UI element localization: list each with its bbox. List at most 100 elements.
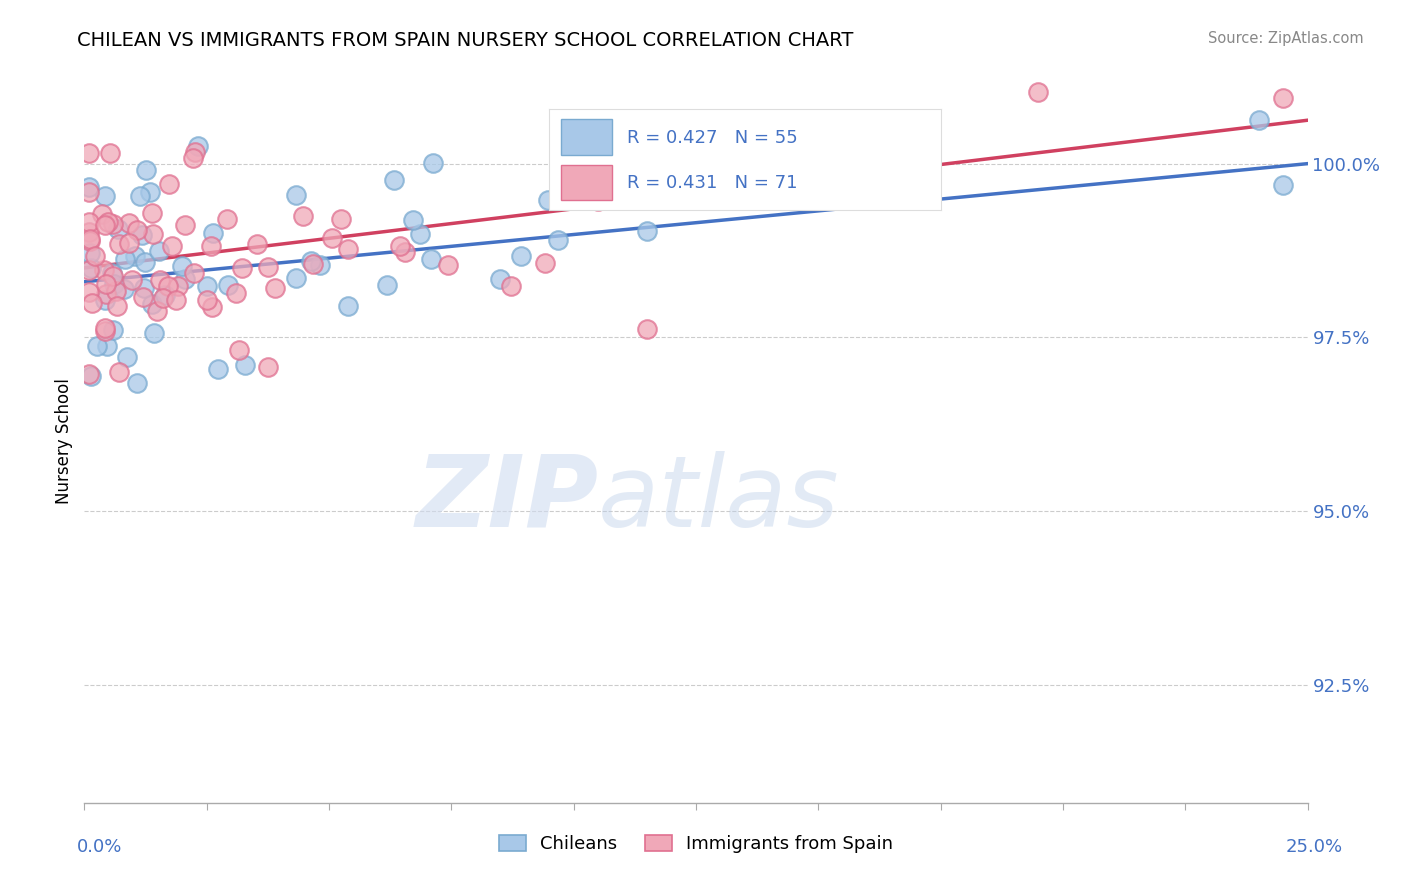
Point <box>284 271 307 285</box>
Point <box>142 227 165 242</box>
Point <box>121 272 143 286</box>
Point <box>181 151 204 165</box>
Point <box>170 260 193 274</box>
Point <box>1198 40 1220 54</box>
Point <box>831 188 853 202</box>
Point <box>389 239 412 253</box>
Point <box>636 322 658 336</box>
Point <box>174 219 197 233</box>
Point <box>233 358 256 372</box>
Point <box>228 343 250 358</box>
Point <box>183 266 205 280</box>
Text: atlas: atlas <box>598 450 839 548</box>
Point <box>127 376 149 390</box>
Point <box>146 303 169 318</box>
Text: Source: ZipAtlas.com: Source: ZipAtlas.com <box>1208 31 1364 46</box>
Point <box>200 238 222 252</box>
Point <box>101 323 124 337</box>
Point <box>148 244 170 259</box>
Point <box>94 320 117 334</box>
Point <box>309 258 332 272</box>
Point <box>77 285 100 299</box>
Point <box>141 297 163 311</box>
Point <box>77 179 100 194</box>
Point <box>77 368 100 382</box>
Point <box>195 278 218 293</box>
Y-axis label: Nursery School: Nursery School <box>55 378 73 505</box>
Point <box>499 278 522 293</box>
Point <box>375 278 398 293</box>
Point <box>509 249 531 263</box>
Point <box>77 215 100 229</box>
Point <box>285 188 308 202</box>
Point <box>96 339 118 353</box>
Point <box>299 253 322 268</box>
Point <box>80 369 103 384</box>
Point <box>202 226 225 240</box>
Point <box>149 273 172 287</box>
Point <box>264 280 287 294</box>
Point <box>118 216 141 230</box>
Point <box>143 326 166 341</box>
Point <box>619 185 641 199</box>
Point <box>217 278 239 293</box>
Point <box>94 324 117 338</box>
Point <box>402 212 425 227</box>
Legend: Chileans, Immigrants from Spain: Chileans, Immigrants from Spain <box>489 826 903 863</box>
Point <box>586 194 609 209</box>
Point <box>489 272 512 286</box>
Point <box>157 177 180 191</box>
Point <box>201 300 224 314</box>
Point <box>153 288 176 302</box>
Text: 25.0%: 25.0% <box>1285 838 1343 856</box>
Point <box>80 296 103 310</box>
Point <box>321 231 343 245</box>
Point <box>160 239 183 253</box>
Point <box>94 287 117 301</box>
Point <box>97 215 120 229</box>
Text: 0.0%: 0.0% <box>77 838 122 856</box>
Point <box>134 255 156 269</box>
Point <box>409 227 432 242</box>
Point <box>108 365 131 379</box>
Point <box>103 277 125 292</box>
Point <box>394 245 416 260</box>
Point <box>337 242 360 256</box>
Point <box>93 263 115 277</box>
Point <box>114 282 136 296</box>
Point <box>231 261 253 276</box>
Point <box>84 249 107 263</box>
Point <box>101 268 124 283</box>
Point <box>187 139 209 153</box>
Point <box>132 281 155 295</box>
Point <box>104 284 127 298</box>
Point <box>105 299 128 313</box>
Point <box>533 256 555 270</box>
Point <box>77 185 100 199</box>
Point <box>165 293 187 307</box>
Point <box>94 293 117 308</box>
Point <box>77 225 100 239</box>
Point <box>91 207 114 221</box>
Point <box>547 233 569 247</box>
Text: CHILEAN VS IMMIGRANTS FROM SPAIN NURSERY SCHOOL CORRELATION CHART: CHILEAN VS IMMIGRANTS FROM SPAIN NURSERY… <box>77 31 853 50</box>
Point <box>93 189 115 203</box>
Point <box>79 246 101 260</box>
Point <box>173 272 195 286</box>
Point <box>382 173 405 187</box>
Point <box>437 259 460 273</box>
Point <box>225 285 247 300</box>
Point <box>422 156 444 170</box>
Point <box>94 277 117 291</box>
Point <box>100 145 122 160</box>
Point <box>195 293 218 308</box>
Point <box>537 193 560 207</box>
Point <box>302 257 325 271</box>
Point <box>135 162 157 177</box>
Point <box>94 219 117 233</box>
Point <box>118 235 141 250</box>
Point <box>257 360 280 375</box>
Point <box>79 232 101 246</box>
Point <box>329 212 352 227</box>
Point <box>101 267 124 281</box>
